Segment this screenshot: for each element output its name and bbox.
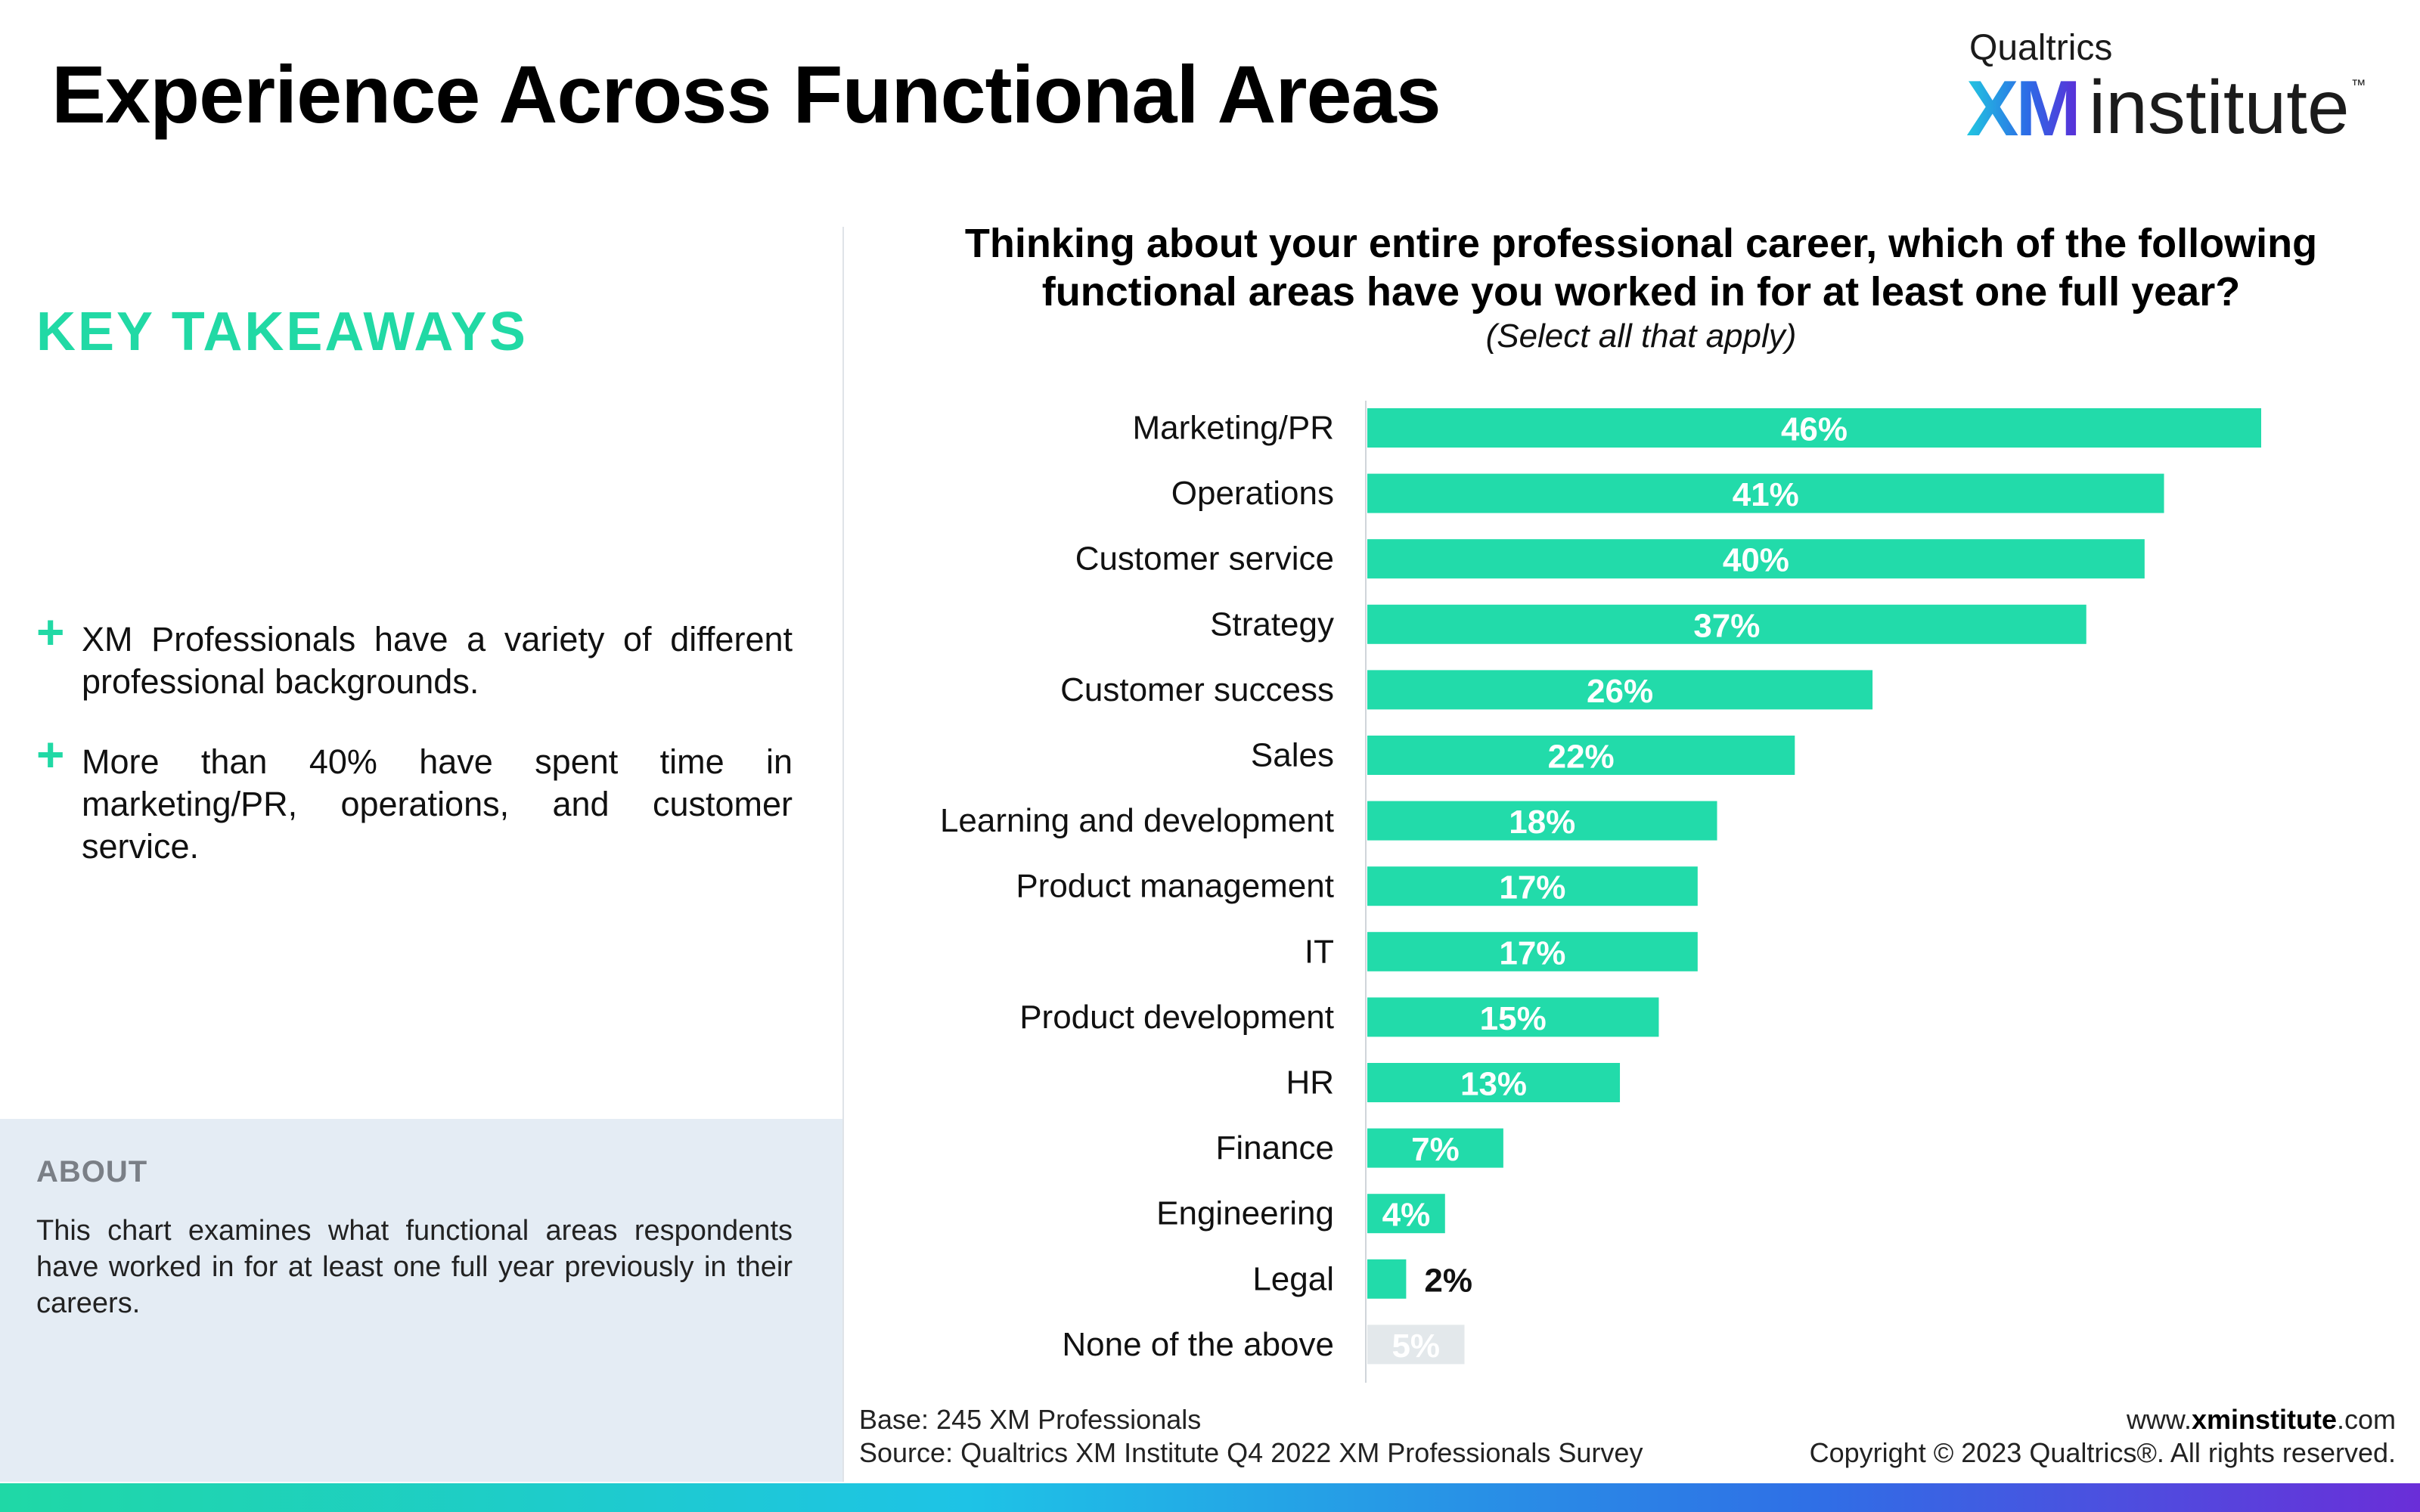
xm-institute-logo: Qualtrics XM institute ™ [1966,28,2366,153]
value-label: 26% [1587,673,1653,710]
bar [1367,801,1717,841]
about-panel: ABOUT This chart examines what functiona… [0,1119,842,1482]
value-label: 41% [1733,476,1799,513]
chart-title-line: functional areas have you worked in for … [1041,269,2241,314]
value-label: 37% [1693,607,1760,644]
category-label: Customer success [1060,671,1334,708]
category-label: Engineering [1156,1195,1334,1232]
about-text: This chart examines what functional area… [36,1215,793,1319]
footnote: Base: 245 XM Professionals Source: Qualt… [859,1403,1643,1470]
bar [1367,1259,1407,1299]
bar [1367,473,2164,513]
value-label: 2% [1424,1262,1472,1299]
value-label: 4% [1382,1197,1431,1234]
category-label: Sales [1251,737,1334,774]
value-label: 18% [1509,804,1575,841]
value-label: 15% [1480,1000,1547,1037]
base-note: Base: 245 XM Professionals [859,1404,1202,1435]
bar [1367,931,1698,971]
logo-xm: XM [1966,65,2081,153]
takeaways-list: + XM Professionals have a variety of dif… [36,608,793,906]
category-label: Legal [1252,1260,1334,1297]
url-domain: xminstitute [2191,1404,2337,1435]
key-takeaways-heading: KEY TAKEAWAYS [36,302,528,362]
takeaway-text: More than 40% have spent time in marketi… [82,742,793,866]
category-label: Marketing/PR [1132,410,1334,447]
category-label: Operations [1171,475,1334,512]
source-note: Source: Qualtrics XM Institute Q4 2022 X… [859,1437,1643,1468]
about-heading: ABOUT [36,1155,148,1188]
value-label: 13% [1460,1066,1527,1103]
url-suffix: .com [2336,1404,2396,1435]
bar [1367,539,2145,579]
category-label: Finance [1215,1129,1334,1167]
bar [1367,1325,1465,1365]
page-title: Experience Across Functional Areas [51,48,1441,140]
value-label: 17% [1499,934,1565,971]
url-prefix: www. [2126,1404,2192,1435]
bar [1367,1128,1503,1168]
logo-institute: institute [2089,65,2350,150]
category-label: Product development [1019,999,1334,1036]
bottom-gradient-bar [0,1483,2420,1512]
category-label: None of the above [1062,1326,1334,1363]
chart-title-line: Thinking about your entire professional … [964,221,2318,266]
value-label: 5% [1392,1328,1440,1365]
value-label: 40% [1723,542,1789,579]
category-label: HR [1286,1064,1334,1101]
category-label: Customer service [1075,541,1334,578]
logo-company-name: Qualtrics [1969,28,2113,68]
bar [1367,997,1659,1037]
category-label: Product management [1016,868,1334,905]
value-label: 22% [1548,739,1615,776]
takeaway-item: + More than 40% have spent time in marke… [36,730,793,868]
chart-subtitle: (Select all that apply) [1485,318,1797,355]
bar-chart: Marketing/PR 46% Operations 41% Customer ser… [940,401,2261,1383]
footer-right: www.xminstitute.com Copyright © 2023 Qua… [1810,1403,2396,1470]
value-label: 7% [1411,1131,1460,1168]
bar [1367,408,2261,448]
bar [1367,1063,1621,1102]
column-divider [842,227,844,1482]
takeaway-text: XM Professionals have a variety of diffe… [82,620,793,701]
chart-title: Thinking about your entire professional … [862,219,2420,316]
bar [1367,604,2086,644]
plus-icon: + [36,727,65,782]
category-label: Strategy [1210,606,1334,643]
category-label: Learning and development [940,802,1334,839]
website-link[interactable]: www.xminstitute.com [1810,1403,2396,1436]
value-label: 17% [1499,869,1565,906]
logo-trademark: ™ [2350,77,2366,94]
bar [1367,866,1698,906]
category-label: IT [1305,933,1334,970]
bar [1367,670,1873,710]
plus-icon: + [36,605,65,659]
value-label: 46% [1781,411,1848,448]
bar [1367,1194,1445,1234]
takeaway-item: + XM Professionals have a variety of dif… [36,608,793,703]
copyright: Copyright © 2023 Qualtrics®. All rights … [1809,1437,2396,1468]
bar [1367,736,1795,775]
